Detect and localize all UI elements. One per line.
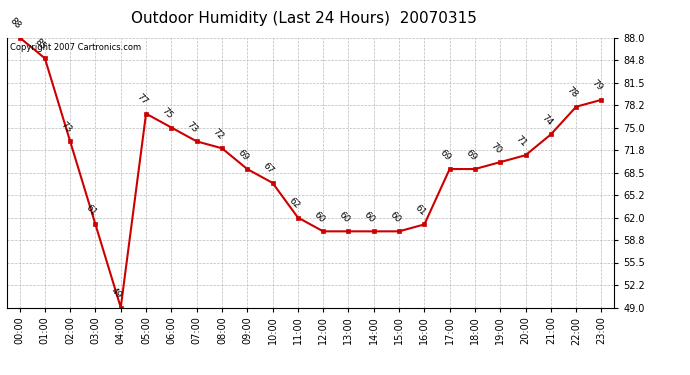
Text: 85: 85 (33, 37, 48, 51)
Text: 73: 73 (59, 120, 73, 134)
Text: 77: 77 (135, 92, 149, 107)
Text: 69: 69 (236, 148, 250, 162)
Text: 60: 60 (362, 210, 377, 224)
Text: 67: 67 (261, 162, 275, 176)
Text: 71: 71 (514, 134, 529, 148)
Text: 49: 49 (110, 286, 124, 300)
Text: 60: 60 (312, 210, 326, 224)
Text: 69: 69 (438, 148, 453, 162)
Text: 61: 61 (413, 203, 427, 217)
Text: 78: 78 (564, 85, 579, 100)
Text: 60: 60 (337, 210, 351, 224)
Text: 60: 60 (388, 210, 402, 224)
Text: 73: 73 (185, 120, 199, 134)
Text: 74: 74 (540, 113, 554, 128)
Text: 72: 72 (210, 127, 225, 141)
Text: 62: 62 (286, 196, 301, 210)
Text: 79: 79 (590, 78, 604, 93)
Text: 70: 70 (489, 141, 503, 155)
Text: 69: 69 (464, 148, 478, 162)
Text: Copyright 2007 Cartronics.com: Copyright 2007 Cartronics.com (10, 43, 141, 52)
Text: 88: 88 (8, 16, 23, 30)
Text: 75: 75 (160, 106, 175, 120)
Text: Outdoor Humidity (Last 24 Hours)  20070315: Outdoor Humidity (Last 24 Hours) 2007031… (130, 11, 477, 26)
Text: 61: 61 (84, 203, 99, 217)
